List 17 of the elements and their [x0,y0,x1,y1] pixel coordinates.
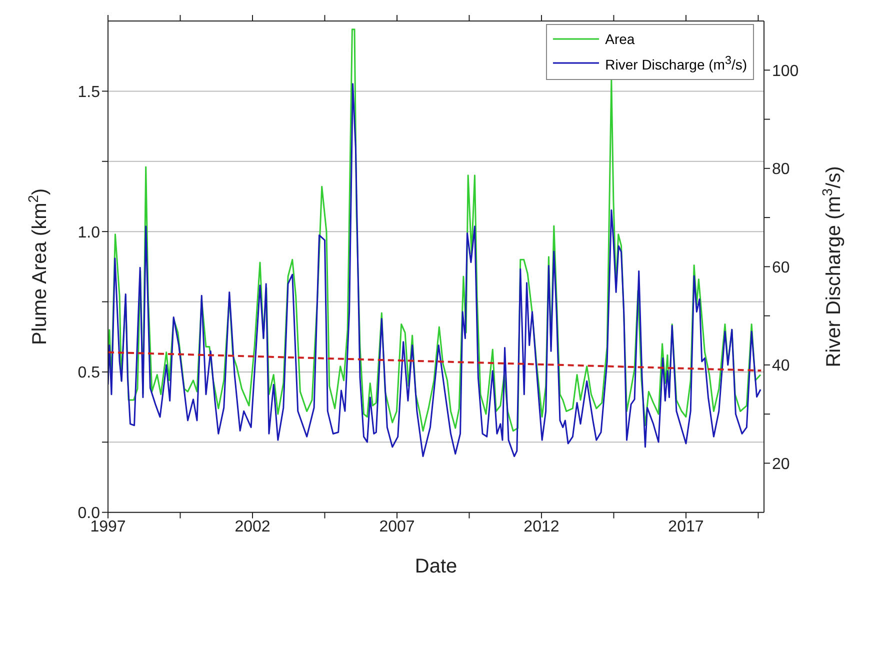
y2-tick-label: 100 [772,62,799,80]
y2-tick-label: 20 [772,456,790,473]
x-tick-label: 2007 [379,518,415,536]
x-tick-label: 2002 [234,518,270,536]
y-tick-label: 0.5 [78,364,100,382]
legend-label: River Discharge (m$^{3}$/s) [605,53,747,75]
y2-tick-label: 40 [772,358,790,375]
y2-tick-label: 60 [772,259,790,276]
x-tick-label: 1997 [90,518,126,536]
y-tick-label: 1.0 [78,224,100,242]
x-axis-title: Date [414,555,458,578]
legend-label: Area [605,30,635,49]
y-tick-label: 1.5 [78,84,100,101]
x-tick-label: 2017 [668,518,704,536]
y2-tick-label: 80 [772,161,790,178]
line-series [108,83,762,458]
x-tick-label: 2012 [524,518,560,536]
